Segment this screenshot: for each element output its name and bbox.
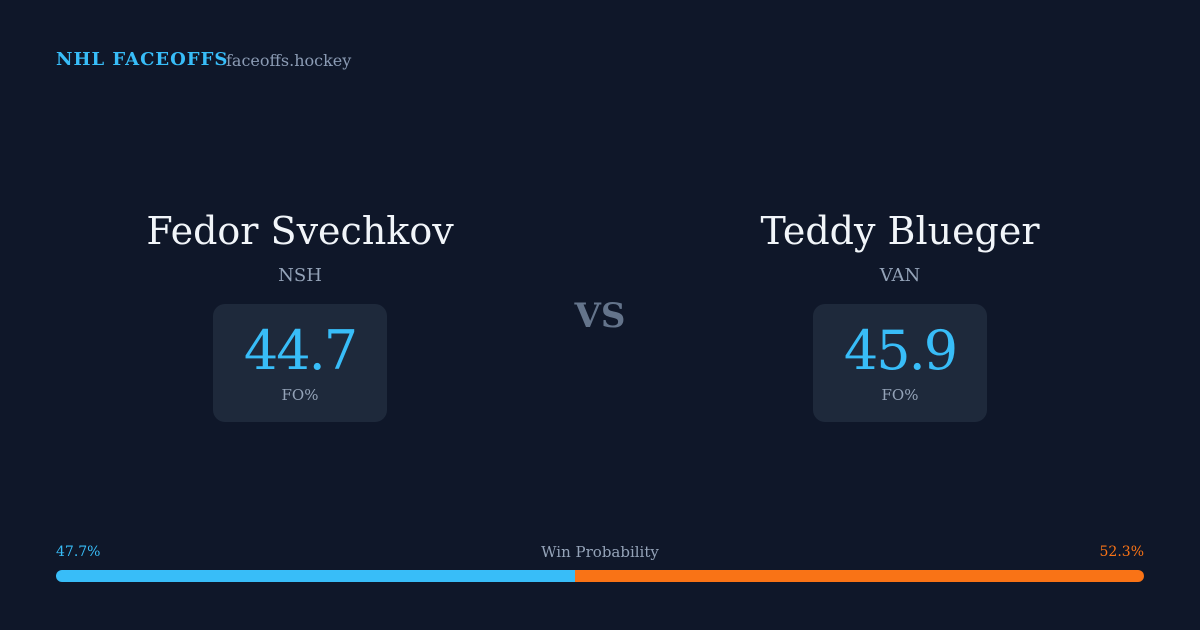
stat-label: FO% xyxy=(281,386,319,404)
stat-box: 45.9 FO% xyxy=(813,304,987,422)
right-probability: 52.3% xyxy=(1099,544,1144,560)
win-probability-label: Win Probability xyxy=(541,543,659,561)
bar-right xyxy=(574,570,1144,582)
player-name: Teddy Blueger xyxy=(760,209,1040,253)
vs: VS xyxy=(574,296,626,336)
probability-bar xyxy=(56,570,1144,582)
team: NSH xyxy=(278,265,322,286)
stat-label: FO% xyxy=(881,386,919,404)
stat-value: 44.7 xyxy=(243,319,358,382)
brand: NHL FACEOFFS xyxy=(56,49,229,70)
stat-box: 44.7 FO% xyxy=(213,304,387,422)
team: VAN xyxy=(879,265,921,286)
site: faceoffs.hockey xyxy=(226,51,352,70)
left-probability: 47.7% xyxy=(56,544,101,560)
player-right: Teddy Blueger VAN 45.9 FO% xyxy=(650,205,1150,422)
player-name: Fedor Svechkov xyxy=(146,209,454,253)
stat-value: 45.9 xyxy=(843,319,958,382)
bar-left xyxy=(56,570,575,582)
player-left: Fedor Svechkov NSH 44.7 FO% xyxy=(50,205,550,422)
